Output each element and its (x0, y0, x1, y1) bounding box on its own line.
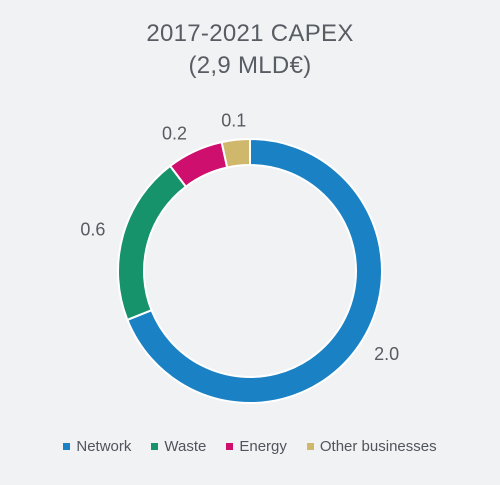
slice-other-businesses (220, 137, 251, 169)
donut-chart: 2.0 0.6 0.2 0.1 (80, 111, 399, 404)
chart-title: 2017-2021 CAPEX (146, 20, 354, 47)
legend-label-energy: Energy (239, 438, 287, 455)
legend-swatch-other-businesses (306, 443, 314, 450)
legend-label-network: Network (76, 438, 132, 455)
legend-label-waste: Waste (164, 438, 207, 455)
legend-swatch-energy (226, 443, 234, 450)
data-label-network: 2.0 (374, 344, 399, 364)
chart-legend: Network Waste Energy Other businesses (0, 438, 500, 455)
data-label-waste: 0.6 (80, 220, 105, 240)
chart-subtitle: (2,9 MLD€) (188, 52, 312, 79)
slice-network (126, 137, 383, 404)
legend-swatch-network (63, 443, 71, 450)
data-label-energy: 0.2 (162, 124, 187, 144)
legend-item-other-businesses: Other businesses (306, 438, 437, 455)
legend-item-energy: Energy (226, 438, 287, 455)
legend-item-network: Network (63, 438, 131, 455)
legend-item-waste: Waste (151, 438, 206, 455)
slice-waste (117, 164, 188, 322)
legend-label-other-businesses: Other businesses (319, 438, 437, 455)
legend-swatch-waste (151, 443, 159, 450)
data-label-other-businesses: 0.1 (221, 111, 246, 131)
